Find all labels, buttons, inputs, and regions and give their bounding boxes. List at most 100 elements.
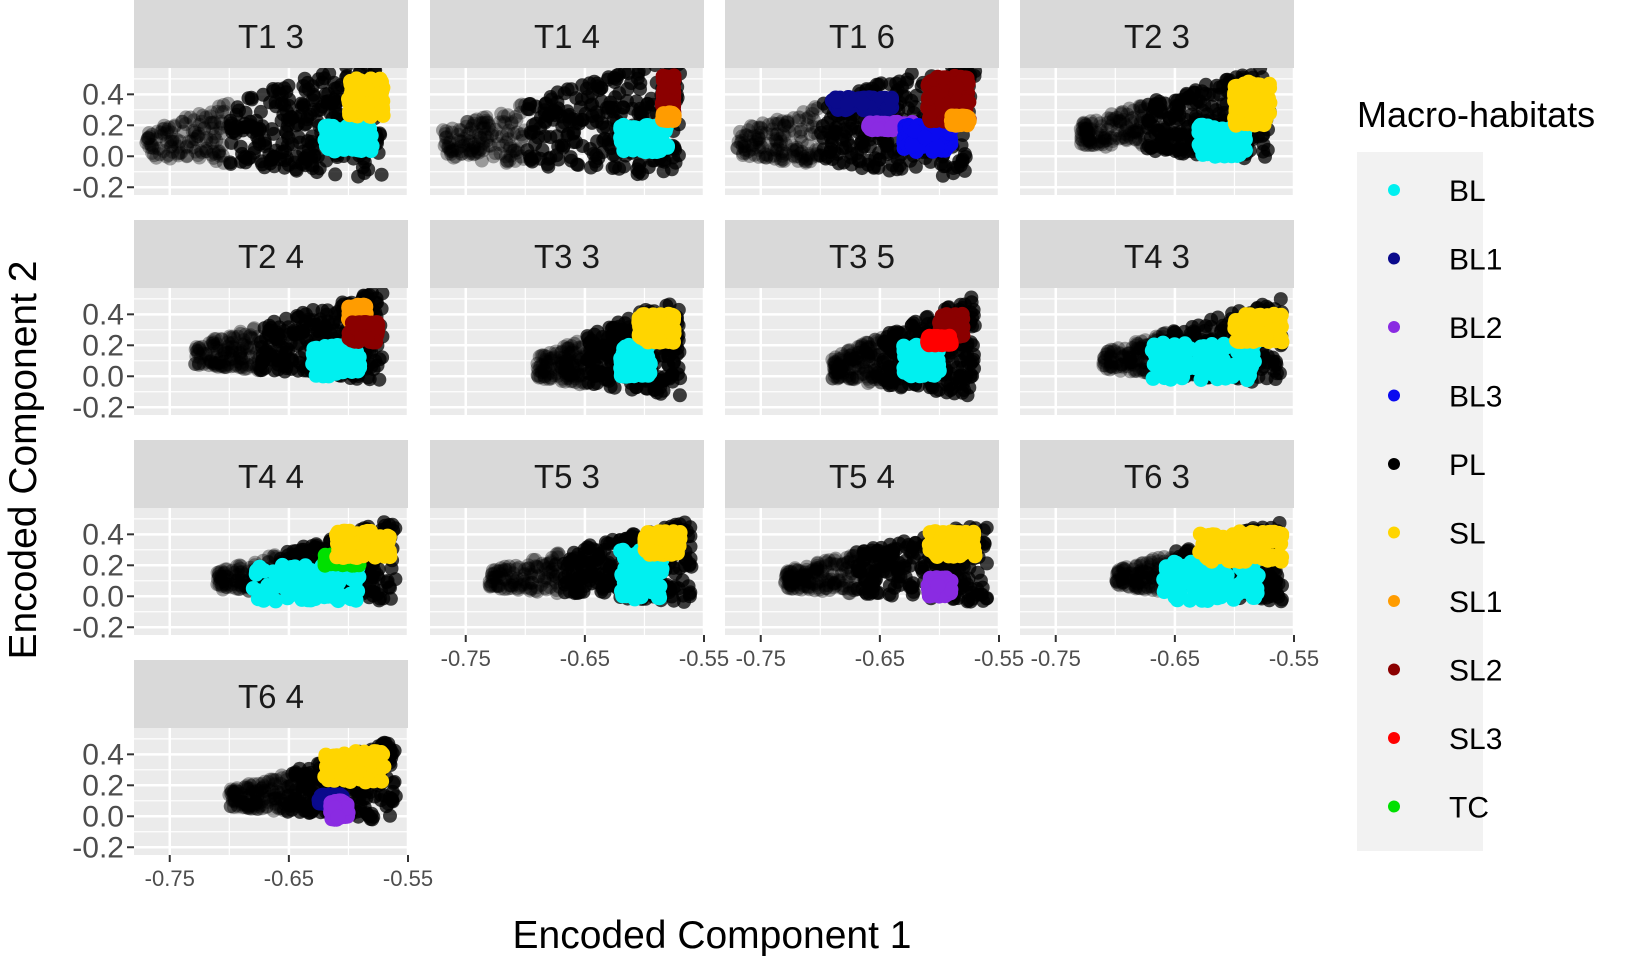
data-point-pl [192, 150, 207, 165]
data-point-pl [554, 373, 569, 388]
data-point-pl [482, 138, 496, 153]
data-point-pl [214, 332, 229, 347]
data-point-pl [225, 335, 240, 350]
data-point-pl [484, 128, 499, 143]
data-point-pl [503, 148, 518, 163]
data-point-pl [840, 369, 854, 384]
data-point-sl2 [354, 331, 370, 347]
data-point-sl1 [961, 114, 976, 129]
data-point-sl [651, 332, 667, 347]
data-point-pl [1127, 124, 1142, 138]
data-point-pl [439, 124, 454, 139]
data-point-pl [300, 75, 315, 90]
data-point-pl [501, 123, 516, 138]
data-point-pl [502, 141, 517, 156]
data-point-pl [1127, 110, 1142, 125]
data-point-pl [793, 124, 808, 139]
data-point-pl [239, 361, 254, 376]
data-point-pl [733, 124, 748, 139]
data-point-pl [844, 146, 859, 161]
data-point-pl [223, 330, 238, 345]
data-point-pl [574, 374, 589, 389]
data-point-pl [832, 364, 847, 379]
data-point-sl [631, 314, 647, 330]
data-point-pl [890, 152, 905, 167]
data-point-pl [206, 150, 221, 165]
data-point-pl [1094, 119, 1109, 134]
data-point-pl [535, 365, 550, 380]
data-point-pl [191, 357, 206, 372]
data-point-bl3 [917, 129, 933, 145]
data-point-sl [1227, 93, 1243, 109]
data-point-pl [796, 105, 811, 120]
data-point-pl [656, 164, 671, 179]
data-point-pl [1080, 121, 1095, 136]
data-point-pl [774, 151, 788, 166]
data-point-pl [229, 354, 244, 369]
data-point-sl2 [935, 70, 951, 86]
data-point-pl [846, 352, 861, 367]
data-point-pl [841, 343, 856, 358]
data-point-bl [1214, 121, 1230, 137]
data-point-pl [751, 140, 766, 155]
data-point-pl [291, 130, 306, 144]
data-point-pl [209, 357, 223, 372]
data-point-sl2 [960, 75, 976, 91]
data-point-pl [766, 116, 781, 131]
data-point-pl [777, 118, 792, 133]
data-point-pl [207, 115, 222, 130]
data-point-pl [555, 363, 570, 378]
data-point-pl [554, 345, 569, 360]
data-point-pl [245, 331, 260, 346]
data-point-pl [310, 103, 325, 118]
data-point-pl [242, 329, 257, 344]
data-point-pl [232, 360, 247, 375]
data-point-pl [826, 356, 841, 371]
data-point-pl [801, 146, 816, 161]
data-point-pl [171, 139, 186, 154]
data-point-pl [568, 371, 583, 386]
data-point-pl [800, 151, 815, 166]
data-point-pl [180, 148, 195, 163]
data-point-pl [765, 127, 780, 142]
point-layer [730, 68, 983, 183]
data-point-pl [437, 138, 452, 153]
data-point-pl [571, 157, 586, 172]
data-point-pl [751, 128, 766, 143]
data-point-pl [207, 355, 222, 370]
data-point-pl [845, 371, 859, 386]
data-point-sl [1258, 102, 1274, 117]
data-point-pl [534, 357, 549, 372]
data-point-pl [561, 341, 576, 356]
data-point-pl [223, 336, 238, 351]
data-point-pl [640, 381, 655, 396]
data-point-pl [537, 371, 552, 386]
data-point-pl [750, 133, 765, 148]
data-point-pl [227, 331, 242, 346]
data-point-pl [552, 356, 567, 371]
facet-strip-label: T2 4 [238, 238, 304, 275]
data-point-pl [1258, 149, 1272, 164]
data-point-pl [375, 350, 390, 365]
data-point-pl [737, 136, 752, 151]
data-point-pl [499, 135, 514, 150]
data-point-pl [500, 154, 515, 169]
data-point-pl [538, 364, 552, 379]
point-layer [530, 297, 688, 403]
data-point-pl [786, 144, 801, 159]
data-point-pl [244, 90, 259, 105]
data-point-pl [571, 368, 586, 383]
data-point-pl [794, 122, 809, 137]
data-point-pl [851, 346, 866, 360]
data-point-pl [828, 358, 843, 372]
data-point-pl [836, 360, 850, 374]
data-point-pl [473, 142, 488, 157]
data-point-pl [908, 100, 922, 114]
data-point-pl [178, 110, 193, 125]
data-point-pl [163, 134, 178, 149]
data-point-pl [775, 114, 790, 129]
data-point-pl [855, 360, 870, 375]
data-point-pl [1079, 126, 1094, 141]
data-point-pl [165, 134, 180, 149]
data-point-pl [794, 134, 809, 149]
